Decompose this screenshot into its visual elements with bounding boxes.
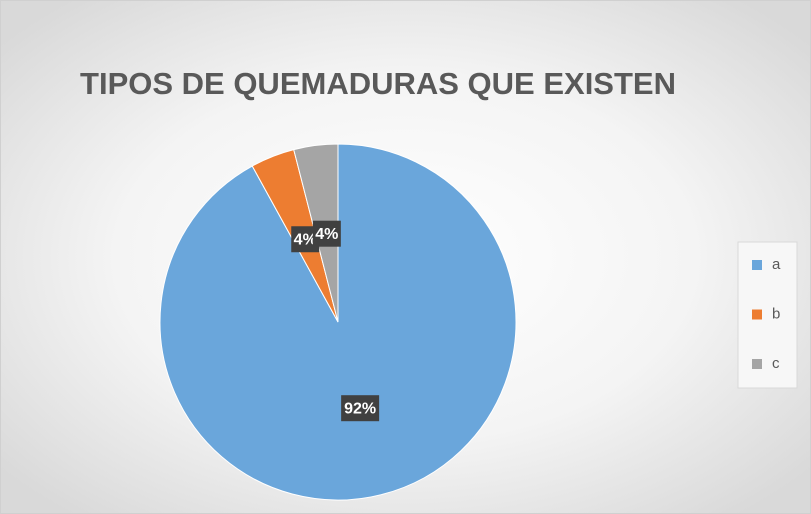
data-label: 4% <box>315 226 338 243</box>
data-label-box <box>341 395 380 422</box>
data-label: 4% <box>294 231 317 248</box>
chart-title: TIPOS DE QUEMADURAS QUE EXISTEN <box>80 66 676 101</box>
legend-swatch <box>752 359 762 369</box>
data-label: 92% <box>344 400 376 417</box>
pie-slice <box>159 143 517 501</box>
legend-swatch <box>752 260 762 270</box>
legend-label: c <box>772 355 780 372</box>
legend-label: b <box>772 305 780 322</box>
legend-swatch <box>752 309 762 320</box>
data-label-box <box>312 220 341 247</box>
legend-label: a <box>772 256 781 273</box>
legend <box>737 241 798 389</box>
